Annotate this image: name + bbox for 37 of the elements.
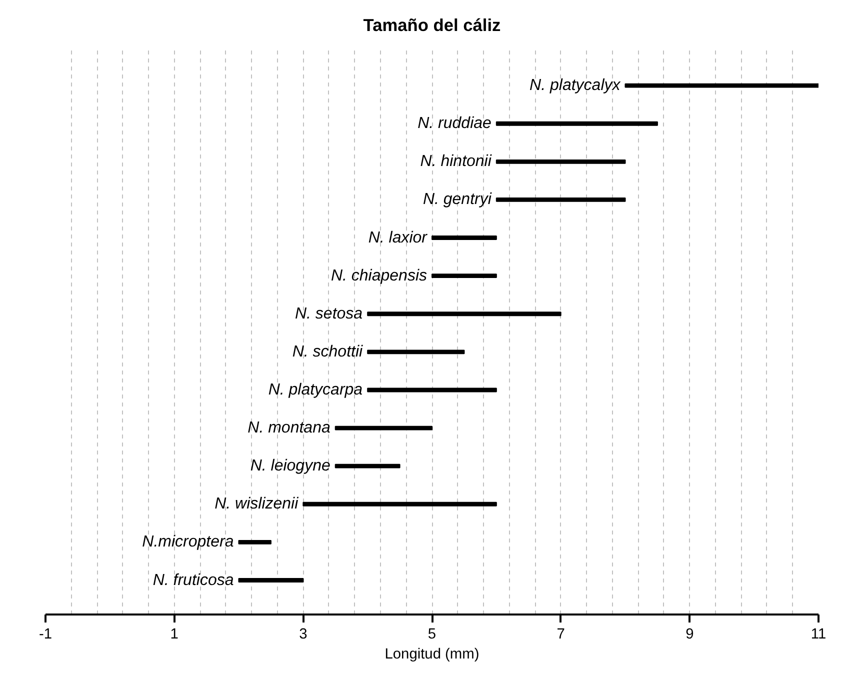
x-axis-title: Longitud (mm) [384,646,480,662]
bar [302,502,497,506]
chart-title: Tamaño del cáliz [363,15,502,35]
x-tick-label: 5 [428,626,436,642]
bar [432,236,497,240]
bar [367,312,562,316]
bar [624,83,818,88]
y-tick-label: N. montana [248,420,330,437]
x-tick-label: 7 [556,626,565,642]
bar [334,464,400,468]
x-tick-label: 3 [299,626,308,642]
y-tick-label: N. ruddiae [418,115,492,132]
x-tick-label: 1 [170,626,178,642]
y-tick-label: N. leiogyne [250,458,330,475]
y-tick-label: N. hintonii [420,153,492,170]
y-tick-label: N. schottii [292,343,364,360]
bar [496,121,658,126]
y-tick-label: N. setosa [294,305,363,322]
y-tick-label: N. platycarpa [268,381,363,398]
bar [496,198,626,202]
bar [367,350,465,354]
bar [496,159,626,164]
y-tick-label: N. platycalyx [530,77,622,94]
y-tick-label: N. fruticosa [152,572,234,589]
x-tick-label: 11 [810,626,826,642]
y-tick-label: N.microptera [142,534,234,551]
x-tick-label: 9 [686,626,694,642]
bar [334,426,432,430]
bar [238,540,272,544]
y-tick-label: N. laxior [368,229,428,246]
bar [367,388,497,392]
bar [432,274,497,278]
bar [238,578,304,582]
x-tick-label: -1 [38,626,52,642]
y-tick-label: N. wislizenii [214,496,299,513]
y-tick-label: N. chiapensis [330,267,427,284]
y-tick-label: N. gentryi [422,191,492,208]
